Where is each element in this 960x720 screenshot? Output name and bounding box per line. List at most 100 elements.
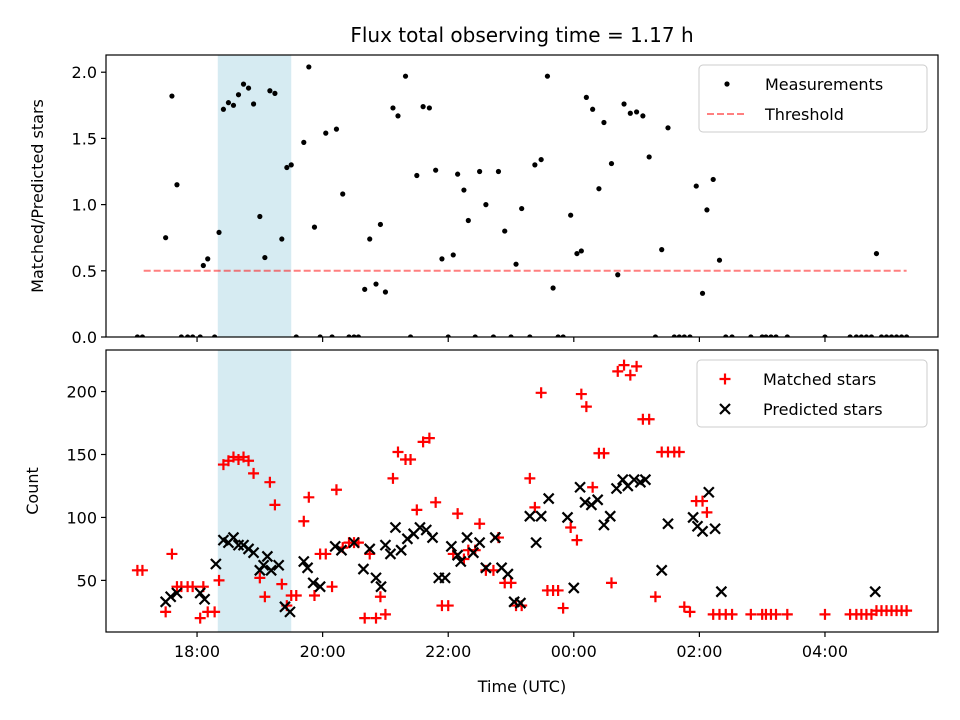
matched-star-marker <box>405 454 417 466</box>
matched-star-marker <box>565 522 577 534</box>
matched-star-marker <box>474 518 486 530</box>
matched-star-marker <box>643 413 655 425</box>
measurement-point <box>748 334 754 337</box>
measurement-point <box>230 102 237 108</box>
measurement-point <box>527 334 533 337</box>
measurement-point <box>450 252 456 258</box>
matched-star-marker <box>227 451 239 463</box>
predicted-star-marker <box>232 539 245 551</box>
matched-star-marker <box>430 496 442 508</box>
measurement-point <box>225 100 232 106</box>
predicted-star-marker <box>591 494 604 506</box>
measurement-point <box>863 334 870 337</box>
measurement-point <box>704 207 710 213</box>
predicted-star-marker <box>301 562 314 574</box>
predicted-star-marker <box>426 531 439 544</box>
measurement-point <box>377 221 384 228</box>
measurement-point <box>323 130 329 136</box>
predicted-star-marker <box>604 510 617 522</box>
matched-star-marker <box>232 454 244 466</box>
measurement-point <box>293 334 299 337</box>
predicted-star-marker <box>247 546 260 559</box>
predicted-star-marker <box>639 473 652 486</box>
measurement-point <box>858 334 864 337</box>
matched-star-marker <box>370 612 382 624</box>
measurement-point <box>317 334 323 337</box>
matched-star-marker <box>529 501 541 513</box>
matched-star-marker <box>442 600 454 612</box>
measurement-point <box>532 162 538 168</box>
measurement-point <box>699 290 706 296</box>
measurement-point <box>883 334 890 337</box>
predicted-star-marker <box>395 544 407 556</box>
predicted-star-marker <box>489 531 502 544</box>
matched-star-marker <box>612 365 624 377</box>
measurement-point <box>888 334 895 337</box>
measurement-point <box>652 334 659 337</box>
bottom-legend-box <box>696 359 928 428</box>
measurement-point <box>174 182 180 188</box>
measurement-point <box>267 88 273 94</box>
measurement-point <box>200 262 206 269</box>
matched-star-marker <box>781 608 793 620</box>
matched-star-marker <box>678 601 690 613</box>
predicted-star-marker <box>703 486 715 499</box>
matched-star-marker <box>387 472 399 484</box>
top-legend: Measurements Threshold <box>698 64 928 133</box>
measurement-point <box>483 202 489 208</box>
measurement-point <box>687 334 693 337</box>
measurement-point <box>163 235 169 241</box>
matched-star-marker <box>580 401 592 413</box>
bottom-plot-content <box>131 350 913 632</box>
matched-star-marker <box>269 499 281 511</box>
measurement-point <box>382 289 389 295</box>
bottom-y-tick-label: 150 <box>66 445 97 464</box>
measurement-point <box>362 286 368 292</box>
predicted-star-marker <box>579 496 591 509</box>
matched-star-marker <box>575 388 587 400</box>
matched-star-marker <box>290 589 302 601</box>
measurement-point <box>262 254 268 261</box>
legend-label: Predicted stars <box>763 400 883 419</box>
predicted-star-marker <box>696 525 709 538</box>
predicted-star-marker <box>542 492 555 505</box>
measurement-point <box>139 334 146 337</box>
measurement-point <box>608 160 615 167</box>
predicted-star-marker <box>709 522 721 535</box>
matched-star-marker <box>392 446 404 458</box>
predicted-star-marker <box>257 559 270 572</box>
predicted-star-marker <box>363 543 376 555</box>
measurement-point <box>878 334 885 337</box>
matched-star-marker <box>819 608 831 620</box>
matched-star-marker <box>726 608 738 620</box>
predicted-star-marker <box>375 580 387 593</box>
predicted-star-marker <box>445 540 458 553</box>
top-highlight-span <box>217 55 292 337</box>
predicted-star-marker <box>461 531 473 544</box>
matched-star-marker <box>320 548 332 560</box>
matched-star-marker <box>770 608 782 620</box>
measurement-point <box>665 125 671 131</box>
predicted-star-marker <box>379 539 392 551</box>
predicted-star-marker <box>715 585 728 598</box>
measurement-point <box>716 257 723 263</box>
top-plot-content <box>134 55 910 337</box>
top-legend-box <box>698 64 928 133</box>
predicted-star-marker <box>687 511 699 524</box>
matched-star-marker <box>697 495 709 507</box>
measurement-point <box>333 126 340 132</box>
measurement-point <box>904 334 910 337</box>
matched-star-marker <box>552 584 564 596</box>
matched-star-marker <box>303 491 315 503</box>
measurement-point <box>212 334 218 337</box>
top-plot-area: 0.0 0.5 1.0 1.5 2.0 Measurements Threshold <box>72 54 939 347</box>
predicted-star-marker <box>348 536 360 549</box>
matched-star-marker <box>326 581 338 593</box>
matched-star-marker <box>248 467 260 479</box>
matched-star-marker <box>587 481 599 493</box>
measurement-point <box>590 106 596 112</box>
legend-matched-marker <box>719 373 731 385</box>
measurement-point <box>134 334 140 337</box>
measurement-point <box>455 171 461 177</box>
top-y-tick-label: 0.5 <box>72 262 97 281</box>
